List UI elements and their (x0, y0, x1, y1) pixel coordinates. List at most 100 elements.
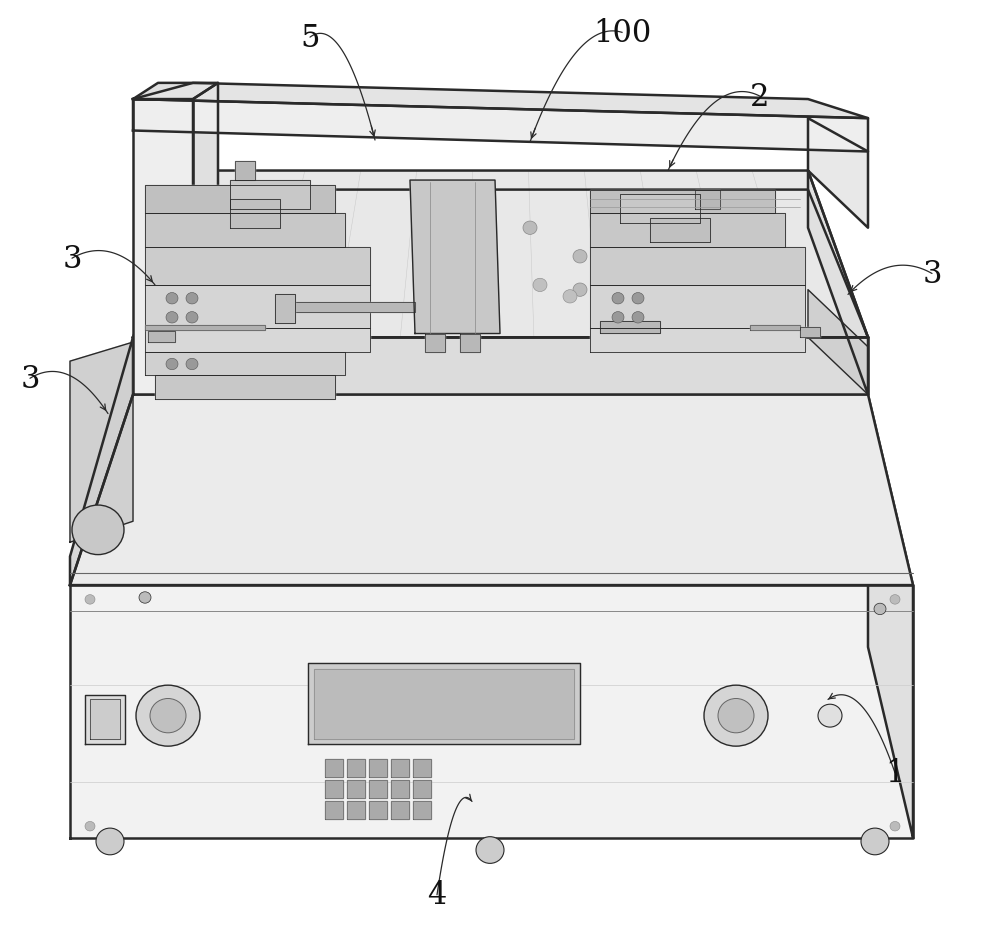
Text: 2: 2 (750, 82, 770, 112)
Polygon shape (70, 395, 913, 585)
Text: 3: 3 (20, 364, 40, 394)
Polygon shape (90, 700, 120, 740)
Polygon shape (425, 334, 445, 352)
Polygon shape (590, 286, 805, 328)
Circle shape (273, 279, 287, 292)
Polygon shape (230, 200, 280, 228)
Polygon shape (369, 760, 387, 777)
Polygon shape (230, 181, 310, 209)
Polygon shape (808, 119, 868, 228)
Polygon shape (70, 343, 133, 543)
Circle shape (253, 222, 267, 235)
Polygon shape (347, 781, 365, 798)
Circle shape (85, 595, 95, 605)
Circle shape (166, 293, 178, 305)
Polygon shape (155, 376, 335, 400)
Circle shape (523, 222, 537, 235)
Polygon shape (369, 802, 387, 819)
Text: 3: 3 (922, 259, 942, 289)
Polygon shape (314, 669, 574, 739)
Polygon shape (193, 84, 218, 395)
Polygon shape (133, 84, 218, 100)
Polygon shape (145, 326, 265, 330)
Polygon shape (145, 214, 345, 248)
Polygon shape (391, 802, 409, 819)
Circle shape (96, 828, 124, 855)
Polygon shape (325, 781, 343, 798)
Circle shape (166, 359, 178, 370)
Polygon shape (808, 171, 868, 395)
Circle shape (233, 284, 247, 297)
Polygon shape (750, 326, 800, 330)
Text: 5: 5 (300, 23, 320, 53)
Circle shape (861, 828, 889, 855)
Circle shape (890, 822, 900, 831)
Circle shape (632, 293, 644, 305)
Polygon shape (868, 395, 913, 838)
Polygon shape (133, 171, 868, 338)
Polygon shape (133, 84, 868, 119)
Polygon shape (133, 190, 868, 338)
Polygon shape (133, 100, 193, 395)
Polygon shape (235, 162, 255, 181)
Polygon shape (413, 781, 431, 798)
Polygon shape (620, 195, 700, 224)
Circle shape (612, 312, 624, 324)
Circle shape (718, 699, 754, 733)
Circle shape (136, 685, 200, 746)
Circle shape (818, 704, 842, 727)
Polygon shape (280, 303, 415, 312)
Text: 3: 3 (62, 244, 82, 274)
Text: 1: 1 (885, 758, 905, 788)
Polygon shape (460, 334, 480, 352)
Text: 4: 4 (427, 880, 447, 910)
Circle shape (139, 592, 151, 604)
Polygon shape (413, 802, 431, 819)
Circle shape (573, 284, 587, 297)
Circle shape (203, 290, 217, 304)
Circle shape (186, 359, 198, 370)
Polygon shape (145, 248, 370, 286)
Polygon shape (590, 214, 785, 248)
Polygon shape (650, 219, 710, 243)
Circle shape (483, 260, 497, 273)
Polygon shape (145, 186, 335, 214)
Circle shape (166, 312, 178, 324)
Circle shape (704, 685, 768, 746)
Circle shape (612, 293, 624, 305)
Circle shape (85, 822, 95, 831)
Polygon shape (410, 181, 500, 334)
Polygon shape (347, 760, 365, 777)
Circle shape (663, 290, 677, 304)
Circle shape (533, 279, 547, 292)
Polygon shape (590, 328, 805, 352)
Polygon shape (70, 585, 913, 838)
Circle shape (632, 312, 644, 324)
Circle shape (186, 293, 198, 305)
Polygon shape (600, 322, 660, 333)
Circle shape (323, 260, 337, 273)
Polygon shape (590, 248, 805, 286)
Circle shape (890, 595, 900, 605)
Polygon shape (275, 295, 295, 324)
Polygon shape (133, 338, 868, 395)
Text: 100: 100 (593, 18, 651, 49)
Polygon shape (145, 352, 345, 376)
Circle shape (476, 837, 504, 863)
Circle shape (723, 222, 737, 235)
Polygon shape (70, 338, 133, 585)
Circle shape (443, 284, 457, 297)
Polygon shape (391, 781, 409, 798)
Circle shape (150, 699, 186, 733)
Circle shape (563, 290, 577, 304)
Polygon shape (325, 802, 343, 819)
Polygon shape (347, 802, 365, 819)
Circle shape (874, 604, 886, 615)
Polygon shape (808, 290, 868, 395)
Polygon shape (85, 695, 125, 744)
Polygon shape (308, 664, 580, 744)
Polygon shape (590, 190, 775, 214)
Circle shape (288, 222, 302, 235)
Polygon shape (133, 100, 868, 152)
Circle shape (233, 250, 247, 264)
